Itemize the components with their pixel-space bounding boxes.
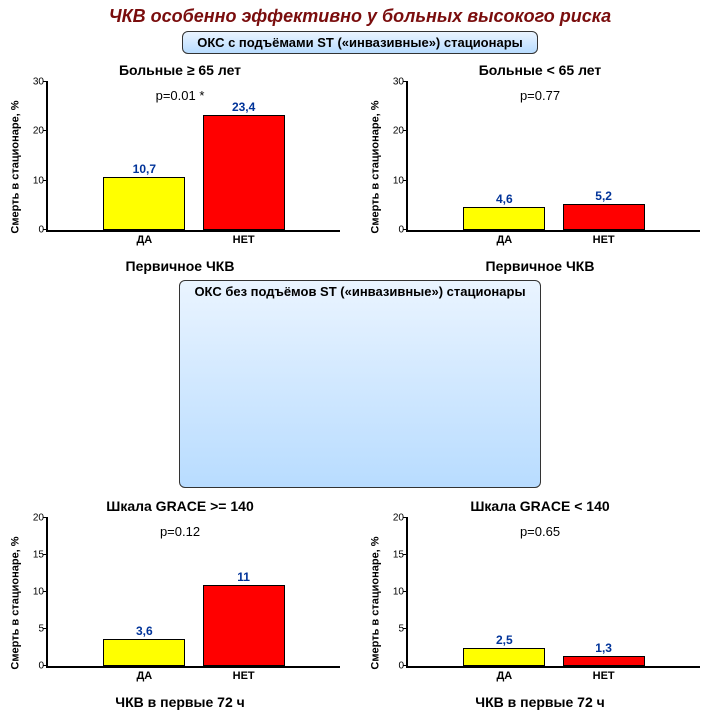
panel-top-left: Больные ≥ 65 летp=0.01 *Смерть в стацион… — [0, 58, 360, 276]
banner-bottom: ОКС без подъёмов ST («инвазивные») стаци… — [179, 280, 540, 488]
y-tickmark — [403, 81, 408, 82]
y-tickmark — [403, 665, 408, 666]
y-tickmark — [43, 554, 48, 555]
cat-net: НЕТ — [203, 234, 285, 246]
y-tick: 0 — [378, 661, 404, 672]
bar-net-value: 11 — [204, 570, 284, 584]
cat-da: ДА — [463, 234, 545, 246]
plot-area: 010203010,723,4ДАНЕТ — [46, 82, 340, 232]
x-axis-title: ЧКВ в первые 72 ч — [360, 694, 720, 710]
y-tick: 10 — [378, 587, 404, 598]
main-title: ЧКВ особенно эффективно у больных высоко… — [0, 0, 720, 29]
y-tickmark — [43, 665, 48, 666]
bar-da: 4,6 — [463, 207, 545, 230]
cat-net: НЕТ — [203, 670, 285, 682]
y-tickmark — [403, 628, 408, 629]
y-tick: 10 — [378, 175, 404, 186]
x-axis-title: Первичное ЧКВ — [0, 258, 360, 274]
y-tickmark — [43, 517, 48, 518]
bar-net-value: 23,4 — [204, 100, 284, 114]
y-tick: 20 — [18, 513, 44, 524]
y-tickmark — [43, 591, 48, 592]
panel-top-right: Больные < 65 летp=0.77Смерть в стационар… — [360, 58, 720, 276]
y-tickmark — [43, 130, 48, 131]
y-tickmark — [403, 180, 408, 181]
cat-da: ДА — [103, 234, 185, 246]
bar-da: 2,5 — [463, 648, 545, 667]
plot-area: 01020304,65,2ДАНЕТ — [406, 82, 700, 232]
y-axis-label: Смерть в стационаре, % — [9, 100, 21, 233]
y-tickmark — [403, 554, 408, 555]
y-tick: 30 — [18, 77, 44, 88]
bar-da-value: 3,6 — [104, 624, 184, 638]
bar-net-value: 1,3 — [564, 641, 644, 655]
bar-net: 1,3 — [563, 656, 645, 666]
y-tick: 5 — [378, 624, 404, 635]
subtitle: Больные ≥ 65 лет — [0, 62, 360, 78]
y-tickmark — [403, 229, 408, 230]
y-tickmark — [43, 180, 48, 181]
subtitle: Больные < 65 лет — [360, 62, 720, 78]
bar-net: 11 — [203, 585, 285, 666]
bar-da: 10,7 — [103, 177, 185, 230]
bar-net: 23,4 — [203, 115, 285, 230]
bar-net: 5,2 — [563, 204, 645, 230]
cat-da: ДА — [103, 670, 185, 682]
y-tick: 15 — [378, 550, 404, 561]
bar-da: 3,6 — [103, 639, 185, 666]
y-tickmark — [43, 81, 48, 82]
cat-da: ДА — [463, 670, 545, 682]
banner-top: ОКС с подъёмами ST («инвазивные») стацио… — [182, 31, 538, 54]
y-axis-label: Смерть в стационаре, % — [369, 100, 381, 233]
y-tick: 0 — [378, 225, 404, 236]
y-tickmark — [43, 229, 48, 230]
cat-net: НЕТ — [563, 234, 645, 246]
x-axis-title: ЧКВ в первые 72 ч — [0, 694, 360, 710]
y-tickmark — [403, 591, 408, 592]
banner-row2: ОКС без подъёмов ST («инвазивные») стаци… — [0, 278, 720, 492]
y-tickmark — [403, 130, 408, 131]
subtitle: Шкала GRACE < 140 — [360, 498, 720, 514]
plot-area: 051015203,611ДАНЕТ — [46, 518, 340, 668]
y-tick: 5 — [18, 624, 44, 635]
y-tick: 0 — [18, 661, 44, 672]
bar-da-value: 2,5 — [464, 633, 544, 647]
panel-bottom-left: Шкала GRACE >= 140p=0.12Смерть в стацион… — [0, 494, 360, 712]
bar-da-value: 4,6 — [464, 192, 544, 206]
panel-bottom-right: Шкала GRACE < 140p=0.65Смерть в стациона… — [360, 494, 720, 712]
x-axis-title: Первичное ЧКВ — [360, 258, 720, 274]
y-tick: 0 — [18, 225, 44, 236]
y-tickmark — [403, 517, 408, 518]
y-tick: 30 — [378, 77, 404, 88]
y-tick: 20 — [378, 126, 404, 137]
subtitle: Шкала GRACE >= 140 — [0, 498, 360, 514]
y-tick: 20 — [378, 513, 404, 524]
y-tick: 10 — [18, 587, 44, 598]
y-tick: 20 — [18, 126, 44, 137]
plot-area: 051015202,51,3ДАНЕТ — [406, 518, 700, 668]
bar-net-value: 5,2 — [564, 189, 644, 203]
cat-net: НЕТ — [563, 670, 645, 682]
bar-da-value: 10,7 — [104, 162, 184, 176]
grid: Больные ≥ 65 летp=0.01 *Смерть в стацион… — [0, 58, 720, 712]
y-tick: 15 — [18, 550, 44, 561]
y-tick: 10 — [18, 175, 44, 186]
y-tickmark — [43, 628, 48, 629]
